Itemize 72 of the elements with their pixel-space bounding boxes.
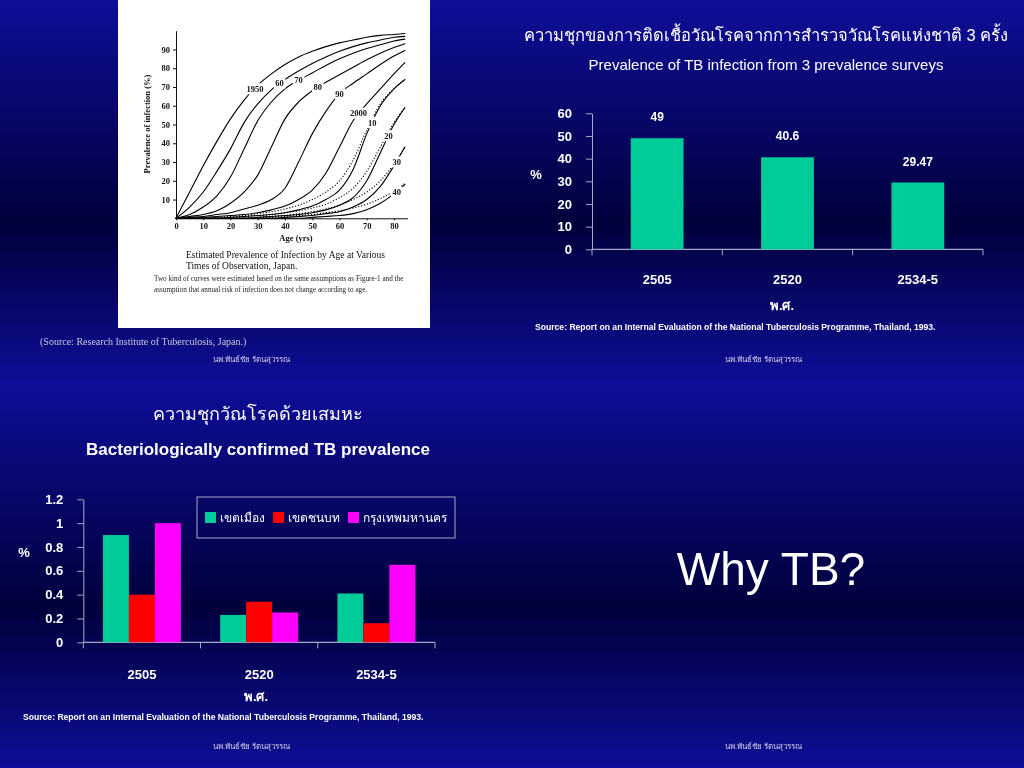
y-axis-title: Prevalence of infection (%) [142, 74, 152, 174]
y-tick-label: 30 [161, 157, 170, 168]
x-tick-label: 20 [226, 221, 236, 232]
y-tick-label: 30 [557, 173, 572, 189]
y-tick-label: 20 [161, 176, 170, 186]
source-note: Source: Report on an Internal Evaluation of the National Tuberculosis Programme, Thailand, 1993. [23, 712, 424, 722]
annotation: 10 [367, 117, 377, 128]
y-tick-label: 60 [161, 100, 170, 111]
y-tick-label: 0.6 [45, 563, 64, 579]
y-tick-label: 10 [161, 194, 170, 205]
y-tick-label: 40 [557, 151, 572, 167]
annotation: 60 [275, 78, 284, 89]
legend-label: กรุงเทพมหานคร [363, 511, 448, 526]
legend-label: เขตเมือง [220, 511, 265, 525]
x-tick-label: 60 [335, 221, 345, 232]
x-tick-label: 80 [390, 221, 399, 232]
x-tick-label: 50 [308, 221, 317, 232]
annotation: 70 [294, 75, 303, 86]
annotation: 80 [313, 81, 322, 92]
x-tick-label: 0 [174, 221, 179, 232]
chart-title: ความชุกของการติดเชื้อวัณโรคจากการสำรวจวัณโรคแห่งชาติ 3 ครั้ง [523, 23, 1009, 46]
y-tick-label: 80 [161, 63, 170, 74]
x-tick-label: 70 [362, 221, 372, 232]
annotation: 20 [384, 130, 393, 141]
y-tick-label: 1.2 [45, 491, 64, 507]
x-tick-label: 2534-5 [356, 667, 397, 682]
y-tick-label: 0.4 [45, 587, 65, 603]
annotation: 2000 [350, 108, 368, 119]
text: นพ.พันธ์ชัย รัตนสุวรรณ [725, 741, 804, 751]
y-tick-label: 0.2 [45, 611, 64, 627]
legend-label: เขตชนบท [288, 511, 340, 525]
x-axis-title: Age (yrs) [279, 233, 313, 243]
data-label: 49 [650, 110, 665, 125]
x-tick-label: 2534-5 [897, 272, 939, 287]
text: นพ.พันธ์ชัย รัตนสุวรรณ [213, 354, 291, 364]
annotation: 30 [392, 157, 401, 167]
y-tick-label: 70 [161, 82, 170, 93]
x-tick-label: 2520 [773, 272, 802, 287]
y-tick-label: 0 [56, 634, 64, 650]
y-tick-label: 1 [56, 515, 64, 531]
chart-title: ความชุกวัณโรคด้วยเสมหะ [153, 403, 363, 425]
x-tick-label: 2505 [642, 272, 672, 287]
x-axis-title: พ.ศ. [243, 689, 269, 704]
text: นพ.พันธ์ชัย รัตนสุวรรณ [213, 741, 292, 751]
y-tick-label: 60 [557, 105, 572, 121]
text: Why TB? [676, 543, 866, 595]
y-tick-label: 50 [161, 119, 170, 130]
y-tick-label: 20 [557, 196, 572, 212]
chart-subtitle: Bacteriologically confirmed TB prevalence [86, 440, 430, 459]
y-tick-label: 90 [161, 44, 170, 55]
y-axis-title: % [530, 167, 543, 182]
x-tick-label: 40 [281, 221, 290, 232]
text: Estimated Prevalence of Infection by Age at Various Times of Observation, Japan. [186, 250, 386, 271]
y-axis-title: % [18, 545, 31, 560]
annotation: 1950 [246, 83, 264, 94]
annotation: 90 [335, 88, 344, 99]
data-label: 40.6 [775, 129, 800, 144]
y-tick-label: 50 [557, 128, 572, 144]
y-tick-label: 40 [161, 138, 170, 149]
x-tick-label: 10 [199, 221, 208, 232]
source-note: Source: Report on an Internal Evaluation of the National Tuberculosis Programme, Thailand, 1993. [535, 322, 936, 332]
text: นพ.พันธ์ชัย รัตนสุวรรณ [725, 354, 804, 364]
x-axis-title: พ.ศ. [769, 298, 795, 313]
y-tick-label: 0.8 [45, 539, 64, 555]
y-tick-label: 0 [564, 241, 572, 257]
x-tick-label: 30 [253, 221, 263, 232]
x-tick-label: 2520 [244, 667, 274, 682]
annotation: 40 [392, 187, 401, 198]
text: (Source: Research Institute of Tuberculosis, Japan.) [40, 336, 247, 348]
x-tick-label: 2505 [127, 667, 157, 682]
data-label: 29.47 [902, 154, 934, 169]
chart-subtitle: Prevalence of TB infection from 3 prevalence surveys [588, 56, 944, 73]
